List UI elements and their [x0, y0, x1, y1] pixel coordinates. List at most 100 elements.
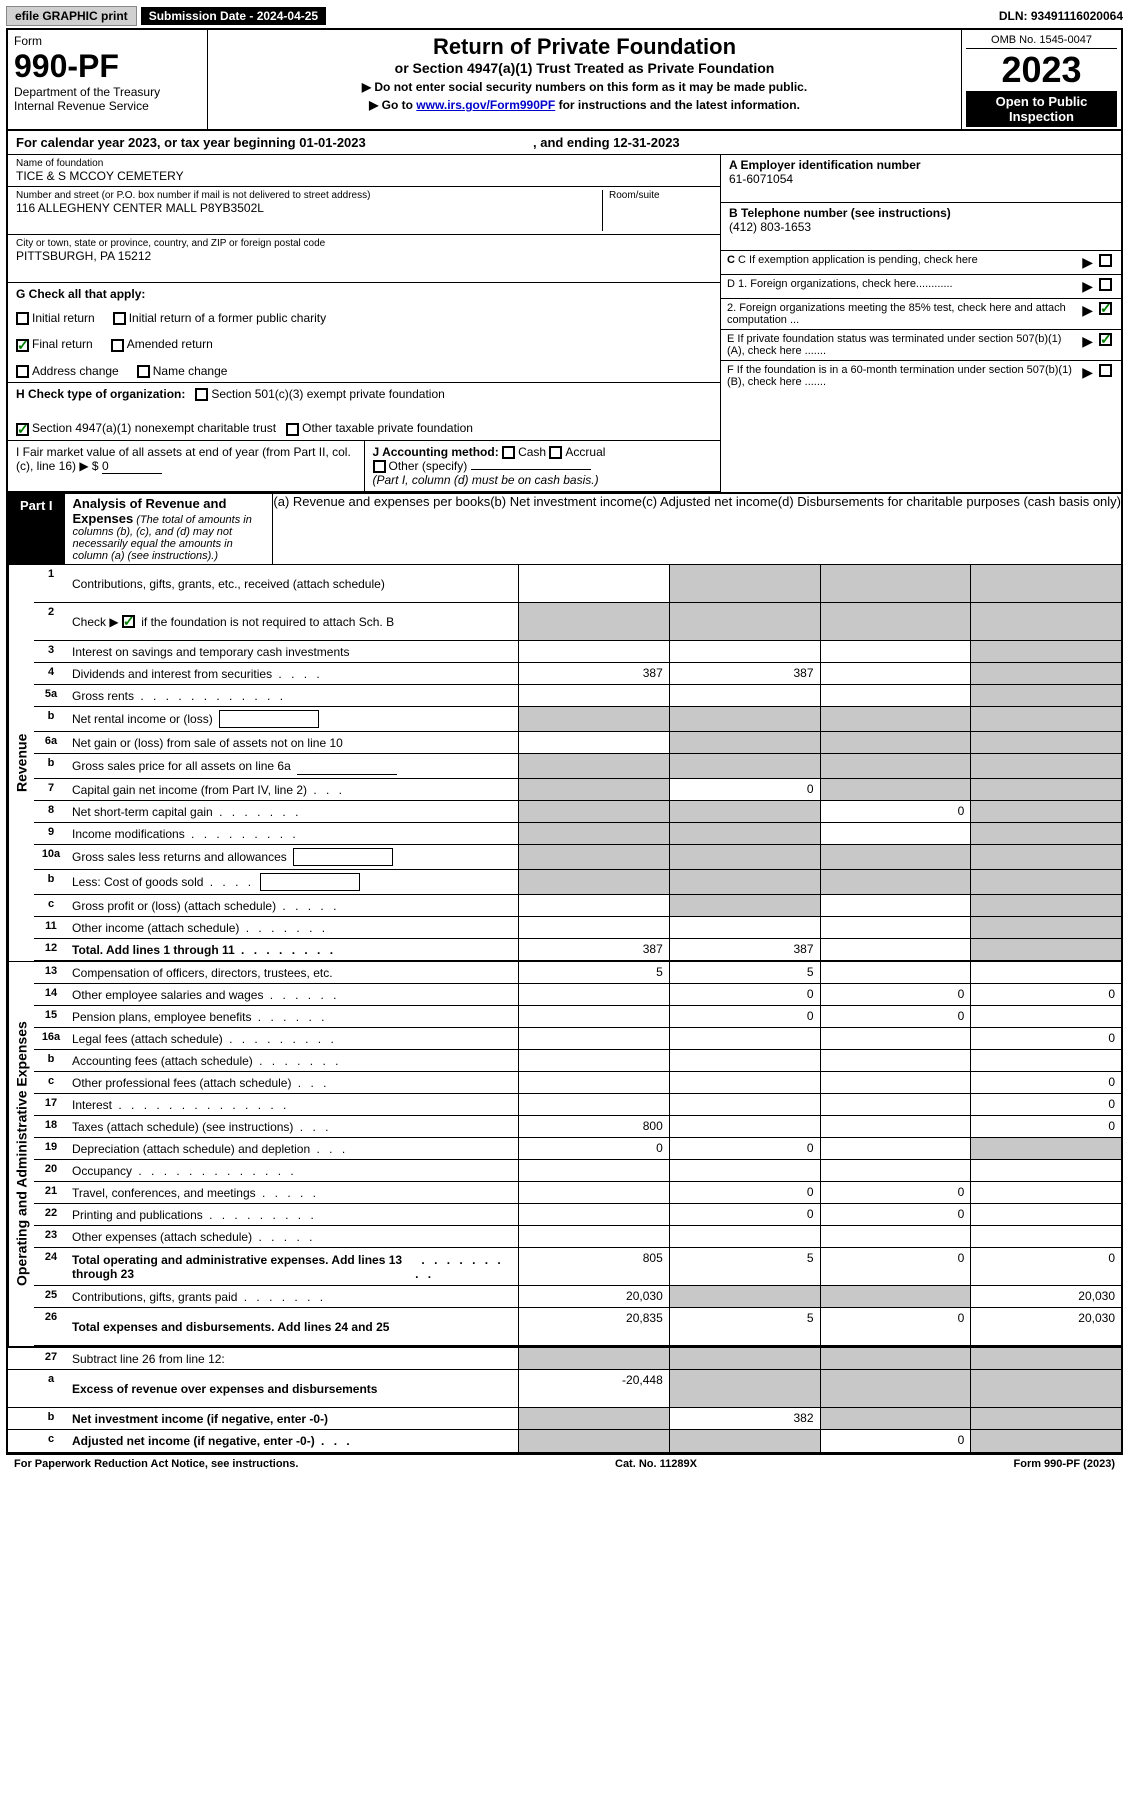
omb-number: OMB No. 1545-0047	[966, 32, 1117, 49]
part1-label: Part I	[8, 494, 65, 564]
line-no: 26	[34, 1308, 68, 1345]
checkbox-schb[interactable]	[122, 615, 135, 628]
amt-25a: 20,030	[518, 1286, 669, 1307]
line-no: 27	[34, 1348, 68, 1369]
line-desc: Less: Cost of goods sold . . . .	[68, 870, 518, 894]
cal-year-prefix: For calendar year 2023, or tax year begi…	[16, 135, 299, 150]
i-value: 0	[102, 459, 162, 474]
g-label: G Check all that apply:	[16, 287, 145, 301]
checkbox-501c3[interactable]	[195, 388, 208, 401]
line-no: 1	[34, 565, 68, 602]
checkbox-e[interactable]	[1099, 333, 1112, 346]
line-no: a	[34, 1370, 68, 1407]
opt-other-taxable: Other taxable private foundation	[302, 421, 473, 435]
line-desc: Interest on savings and temporary cash i…	[68, 641, 518, 662]
line-desc: Total expenses and disbursements. Add li…	[68, 1308, 518, 1345]
line-no: 9	[34, 823, 68, 844]
checkbox-4947a1[interactable]	[16, 423, 29, 436]
efile-print-button[interactable]: efile GRAPHIC print	[6, 6, 137, 26]
h-label: H Check type of organization:	[16, 387, 185, 401]
cal-year-mid: , and ending	[533, 135, 613, 150]
line-no: 6a	[34, 732, 68, 753]
checkbox-f[interactable]	[1099, 364, 1112, 377]
footer-left: For Paperwork Reduction Act Notice, see …	[14, 1458, 298, 1470]
foundation-name: TICE & S MCCOY CEMETERY	[16, 169, 184, 183]
form-id-block: Form 990-PF Department of the Treasury I…	[8, 30, 208, 129]
checkbox-address-change[interactable]	[16, 365, 29, 378]
checkbox-d2[interactable]	[1099, 302, 1112, 315]
checkbox-initial-return[interactable]	[16, 312, 29, 325]
line-no: 15	[34, 1006, 68, 1027]
line-desc: Adjusted net income (if negative, enter …	[68, 1430, 518, 1452]
checkbox-other-taxable[interactable]	[286, 423, 299, 436]
line-no: 10a	[34, 845, 68, 869]
amt-8c: 0	[820, 801, 971, 822]
d1-label: D 1. Foreign organizations, check here..…	[727, 278, 953, 290]
amt-22c: 0	[820, 1204, 971, 1225]
checkbox-amended-return[interactable]	[111, 339, 124, 352]
line-no: b	[34, 707, 68, 731]
ssn-warning: ▶ Do not enter social security numbers o…	[218, 80, 951, 94]
checkbox-name-change[interactable]	[137, 365, 150, 378]
arrow-icon: ▶	[1082, 333, 1093, 350]
amt-19a: 0	[518, 1138, 669, 1159]
amt-19b: 0	[669, 1138, 820, 1159]
checkbox-final-return[interactable]	[16, 339, 29, 352]
amt-27b-b: 382	[669, 1408, 820, 1429]
tax-year: 2023	[966, 49, 1117, 91]
line-desc: Gross rents . . . . . . . . . . . .	[68, 685, 518, 706]
line-desc: Dividends and interest from securities .…	[68, 663, 518, 684]
opt-accrual: Accrual	[565, 445, 605, 459]
checkbox-cash[interactable]	[502, 446, 515, 459]
col-c-header: (c) Adjusted net income	[642, 494, 778, 564]
irs-link[interactable]: www.irs.gov/Form990PF	[416, 98, 555, 112]
d2-label: 2. Foreign organizations meeting the 85%…	[727, 302, 1066, 326]
city-value: PITTSBURGH, PA 15212	[16, 249, 151, 263]
opt-final-return: Final return	[32, 337, 93, 351]
amt-22b: 0	[669, 1204, 820, 1225]
opt-501c3: Section 501(c)(3) exempt private foundat…	[211, 387, 444, 401]
line-no: 8	[34, 801, 68, 822]
line-no: 19	[34, 1138, 68, 1159]
line-desc: Legal fees (attach schedule) . . . . . .…	[68, 1028, 518, 1049]
line-no: 21	[34, 1182, 68, 1203]
amt-21b: 0	[669, 1182, 820, 1203]
amt-4b: 387	[669, 663, 820, 684]
line-no: 2	[34, 603, 68, 640]
amt-24a: 805	[518, 1248, 669, 1285]
line-no: 4	[34, 663, 68, 684]
line-desc: Pension plans, employee benefits . . . .…	[68, 1006, 518, 1027]
amt-25d: 20,030	[970, 1286, 1121, 1307]
dln-number: DLN: 93491116020064	[999, 9, 1123, 23]
line-no: b	[34, 1050, 68, 1071]
amt-14b: 0	[669, 984, 820, 1005]
cal-year-begin: 01-01-2023	[299, 135, 366, 150]
footer-mid: Cat. No. 11289X	[615, 1458, 697, 1470]
line-no: 12	[34, 939, 68, 960]
line-no: c	[34, 1072, 68, 1093]
amt-26d: 20,030	[970, 1308, 1121, 1345]
checkbox-other-method[interactable]	[373, 460, 386, 473]
line-no: 14	[34, 984, 68, 1005]
amt-13b: 5	[669, 962, 820, 983]
line-desc: Other expenses (attach schedule) . . . .…	[68, 1226, 518, 1247]
line-desc: Net gain or (loss) from sale of assets n…	[68, 732, 518, 753]
phone-label: B Telephone number (see instructions)	[729, 206, 951, 220]
cal-year-end: 12-31-2023	[613, 135, 680, 150]
i-label: I Fair market value of all assets at end…	[16, 445, 351, 473]
address-value: 116 ALLEGHENY CENTER MALL P8YB3502L	[16, 201, 264, 215]
opt-address-change: Address change	[32, 364, 119, 378]
checkbox-c[interactable]	[1099, 254, 1112, 267]
checkbox-initial-former[interactable]	[113, 312, 126, 325]
amt-27a-a: -20,448	[518, 1370, 669, 1407]
checkbox-d1[interactable]	[1099, 278, 1112, 291]
line-no: 17	[34, 1094, 68, 1115]
line-desc: Gross profit or (loss) (attach schedule)…	[68, 895, 518, 916]
form-number: 990-PF	[14, 48, 201, 85]
line-desc: Excess of revenue over expenses and disb…	[68, 1370, 518, 1407]
checkbox-accrual[interactable]	[549, 446, 562, 459]
c-label: C If exemption application is pending, c…	[738, 254, 978, 266]
goto-suffix: for instructions and the latest informat…	[559, 98, 800, 112]
line-desc: Taxes (attach schedule) (see instruction…	[68, 1116, 518, 1137]
line-no: 13	[34, 962, 68, 983]
